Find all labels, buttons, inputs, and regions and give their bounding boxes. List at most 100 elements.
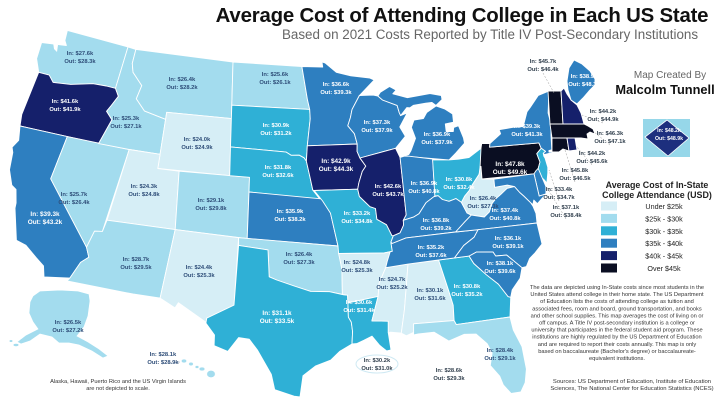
svg-text:Out: $46.4k: Out: $46.4k	[527, 67, 559, 73]
svg-text:In: $36.8k: In: $36.8k	[423, 218, 450, 224]
svg-text:In: $24.7k: In: $24.7k	[379, 277, 406, 283]
svg-text:off campus. A Title IV post-se: off campus. A Title IV post-secondary in…	[539, 321, 695, 327]
svg-text:In: $27.6k: In: $27.6k	[67, 51, 94, 57]
svg-text:In: $26.5k: In: $26.5k	[55, 320, 82, 326]
svg-text:Out: $24.9k: Out: $24.9k	[181, 145, 213, 151]
svg-text:In: $24.4k: In: $24.4k	[186, 265, 213, 271]
svg-text:Out: $25.2k: Out: $25.2k	[376, 285, 408, 291]
svg-text:Out: $40.8k: Out: $40.8k	[408, 189, 440, 195]
svg-text:Out: $37.9k: Out: $37.9k	[421, 140, 453, 146]
svg-text:In: $30.2k: In: $30.2k	[364, 358, 391, 364]
svg-text:Out: $31.6k: Out: $31.6k	[414, 296, 446, 302]
svg-text:In: $44.2k: In: $44.2k	[590, 109, 617, 115]
svg-text:In: $29.1k: In: $29.1k	[198, 198, 225, 204]
svg-text:Out: $24.8k: Out: $24.8k	[128, 192, 160, 198]
svg-text:Under $25k: Under $25k	[645, 202, 683, 211]
svg-text:In: $28.1k: In: $28.1k	[150, 352, 177, 358]
svg-text:Out: $39.2k: Out: $39.2k	[420, 226, 452, 232]
svg-text:The data are depicted using In: The data are depicted using In-State cos…	[530, 285, 704, 291]
svg-text:Out: $38.2k: Out: $38.2k	[274, 217, 306, 223]
svg-text:Out: $29.3k: Out: $29.3k	[433, 376, 465, 382]
svg-text:Out: $34.7k: Out: $34.7k	[543, 195, 575, 201]
svg-text:In: $35.9k: In: $35.9k	[277, 209, 304, 215]
svg-text:Out: $26.1k: Out: $26.1k	[259, 80, 291, 86]
svg-text:Out: $48.9k: Out: $48.9k	[655, 136, 683, 142]
svg-text:In: $31.8k: In: $31.8k	[265, 165, 292, 171]
svg-text:are not depicted to scale.: are not depicted to scale.	[86, 386, 150, 392]
svg-text:Out: $37.9k: Out: $37.9k	[361, 128, 393, 134]
svg-text:In: $47.8k: In: $47.8k	[495, 161, 525, 168]
svg-text:In: $31.1k: In: $31.1k	[262, 310, 292, 317]
svg-text:Out: $41.9k: Out: $41.9k	[49, 107, 81, 113]
svg-text:$40k - $45k: $40k - $45k	[645, 252, 683, 261]
svg-text:$25k - $30k: $25k - $30k	[645, 214, 683, 223]
svg-text:Sources: US Department of Educ: Sources: US Department of Education, Ins…	[553, 379, 711, 385]
svg-text:In: $38.9k: In: $38.9k	[571, 74, 598, 80]
svg-text:In: $28.4k: In: $28.4k	[487, 348, 514, 354]
svg-text:In: $36.1k: In: $36.1k	[495, 236, 522, 242]
svg-text:Based on 2021 Costs Reported b: Based on 2021 Costs Reported by Title IV…	[282, 27, 698, 42]
svg-text:In: $25.3k: In: $25.3k	[113, 116, 140, 122]
svg-text:In: $26.4k: In: $26.4k	[169, 77, 196, 83]
svg-text:In: $24.8k: In: $24.8k	[344, 260, 371, 266]
svg-text:Out: $40.8k: Out: $40.8k	[489, 216, 521, 222]
svg-text:Out: $39.3k: Out: $39.3k	[320, 90, 352, 96]
svg-text:In: $25.7k: In: $25.7k	[61, 192, 88, 198]
svg-text:Malcolm Tunnell: Malcolm Tunnell	[615, 82, 714, 97]
svg-text:In: $26.4k: In: $26.4k	[470, 196, 497, 202]
svg-text:In: $33.2k: In: $33.2k	[344, 211, 371, 217]
svg-text:In: $39.3k: In: $39.3k	[514, 124, 541, 130]
svg-text:Out: $31.2k: Out: $31.2k	[260, 131, 292, 137]
svg-text:Out: $43.7k: Out: $43.7k	[372, 192, 404, 198]
svg-text:In: $36.9k: In: $36.9k	[411, 181, 438, 187]
svg-text:In: $36.6k: In: $36.6k	[323, 82, 350, 88]
svg-text:institutions are highly regula: institutions are highly regulated by the…	[532, 335, 701, 341]
svg-text:Out: $32.6k: Out: $32.6k	[262, 173, 294, 179]
svg-text:Out: $31.0k: Out: $31.0k	[361, 366, 393, 372]
svg-text:College Attendance (USD): College Attendance (USD)	[602, 190, 712, 200]
svg-text:In: $46.3k: In: $46.3k	[597, 131, 624, 137]
svg-text:Average Cost of Attending Coll: Average Cost of Attending College in Eac…	[216, 5, 709, 27]
svg-text:Average Cost of In-State: Average Cost of In-State	[606, 180, 709, 190]
svg-text:Out: $32.4k: Out: $32.4k	[443, 185, 475, 191]
svg-text:Out: $25.3k: Out: $25.3k	[183, 273, 215, 279]
svg-text:In: $30.6k: In: $30.6k	[346, 300, 373, 306]
svg-text:Out: $38.4k: Out: $38.4k	[550, 213, 582, 219]
svg-text:Out: $41.3k: Out: $41.3k	[511, 132, 543, 138]
svg-text:Out: $44.9k: Out: $44.9k	[587, 117, 619, 123]
svg-text:of Education lists the costs o: of Education lists the costs of attendin…	[540, 299, 694, 305]
svg-text:Out: $27.2k: Out: $27.2k	[52, 328, 84, 334]
svg-text:Out: $49.6k: Out: $49.6k	[493, 169, 528, 176]
svg-text:In: $30.9k: In: $30.9k	[263, 123, 290, 129]
svg-text:Sciences, The National Center: Sciences, The National Center for Educat…	[550, 386, 713, 392]
svg-text:In: $28.6k: In: $28.6k	[436, 368, 463, 374]
svg-text:In: $41.6k: In: $41.6k	[52, 99, 79, 105]
svg-text:and other school supplies. Thi: and other school supplies. This map aver…	[531, 313, 704, 319]
svg-text:In: $45.7k: In: $45.7k	[530, 59, 557, 65]
svg-text:In: $37.4k: In: $37.4k	[492, 208, 519, 214]
svg-text:$35k - $40k: $35k - $40k	[645, 239, 683, 248]
svg-text:Out: $33.5k: Out: $33.5k	[260, 318, 295, 325]
svg-text:Out: $25.3k: Out: $25.3k	[341, 268, 373, 274]
svg-text:Out: $29.8k: Out: $29.8k	[195, 206, 227, 212]
svg-text:Out: $28.2k: Out: $28.2k	[166, 85, 198, 91]
svg-text:In: $44.2k: In: $44.2k	[579, 151, 606, 157]
svg-text:In: $26.4k: In: $26.4k	[286, 252, 313, 258]
svg-text:In: $30.1k: In: $30.1k	[417, 288, 444, 294]
svg-text:Out: $45.6k: Out: $45.6k	[576, 159, 608, 165]
svg-text:In: $35.2k: In: $35.2k	[418, 245, 445, 251]
svg-text:In: $45.8k: In: $45.8k	[562, 168, 589, 174]
svg-text:In: $37.1k: In: $37.1k	[553, 205, 580, 211]
svg-text:In: $33.4k: In: $33.4k	[546, 187, 573, 193]
svg-text:United States attend college i: United States attend college in their ho…	[530, 292, 704, 298]
svg-text:In: $28.7k: In: $28.7k	[123, 257, 150, 263]
svg-text:In: $24.0k: In: $24.0k	[184, 137, 211, 143]
svg-text:Out: $44.3k: Out: $44.3k	[319, 166, 354, 173]
svg-text:In: $38.1k: In: $38.1k	[487, 261, 514, 267]
svg-text:Out: $27.1k: Out: $27.1k	[110, 124, 142, 130]
svg-text:$30k - $35k: $30k - $35k	[645, 227, 683, 236]
svg-text:In: $48.2k: In: $48.2k	[657, 128, 681, 134]
svg-text:Out: $31.4k: Out: $31.4k	[343, 308, 375, 314]
svg-text:In: $24.3k: In: $24.3k	[131, 184, 158, 190]
svg-text:Out: $47.1k: Out: $47.1k	[594, 139, 626, 145]
